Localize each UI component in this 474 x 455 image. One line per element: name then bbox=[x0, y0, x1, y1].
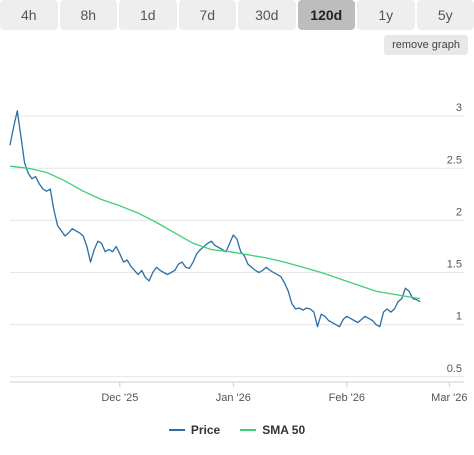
legend-item-sma-50[interactable]: SMA 50 bbox=[240, 423, 305, 437]
x-tick-label: Mar '26 bbox=[431, 392, 467, 404]
y-tick-label: 0.5 bbox=[447, 363, 462, 375]
x-tick-label: Dec '25 bbox=[101, 392, 138, 404]
price-chart: 3 2.5 2 1.5 1 0.5 Dec '25 Jan '26 Feb '26 Mar '26 bbox=[9, 102, 468, 404]
tab-7d[interactable]: 7d bbox=[178, 0, 236, 30]
x-tick-label: Jan '26 bbox=[216, 392, 251, 404]
y-tick-label: 3 bbox=[456, 102, 462, 114]
y-tick-label: 1.5 bbox=[447, 259, 462, 271]
legend-item-price[interactable]: Price bbox=[168, 423, 221, 437]
price-line bbox=[9, 110, 421, 328]
legend-label: Price bbox=[190, 423, 221, 437]
tab-4h[interactable]: 4h bbox=[0, 0, 58, 30]
x-tick-label: Feb '26 bbox=[329, 392, 365, 404]
tab-120d[interactable]: 120d bbox=[297, 0, 355, 30]
sma-50-line bbox=[9, 165, 421, 300]
y-tick-label: 1 bbox=[456, 311, 462, 323]
tab-1y[interactable]: 1y bbox=[357, 0, 415, 30]
legend-label: SMA 50 bbox=[262, 423, 306, 437]
chart-legend: Price SMA 50 bbox=[0, 420, 474, 440]
tab-30d[interactable]: 30d bbox=[238, 0, 296, 30]
legend-swatch bbox=[240, 429, 257, 431]
tab-8h[interactable]: 8h bbox=[59, 0, 117, 30]
y-tick-label: 2.5 bbox=[447, 154, 462, 166]
timeframe-tabs: 4h 8h 1d 7d 30d 120d 1y 5y bbox=[0, 0, 474, 30]
tab-5y[interactable]: 5y bbox=[416, 0, 474, 30]
legend-swatch bbox=[168, 429, 185, 431]
tab-1d[interactable]: 1d bbox=[119, 0, 177, 30]
remove-graph-button[interactable]: remove graph bbox=[384, 35, 468, 55]
y-tick-label: 2 bbox=[456, 206, 462, 218]
